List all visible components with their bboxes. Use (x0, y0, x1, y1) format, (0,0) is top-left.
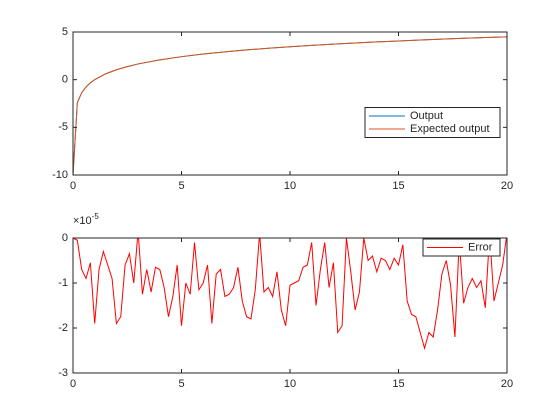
y-tick-label: -5 (58, 121, 68, 133)
axes-box (72, 237, 508, 374)
x-tick-label: 0 (70, 378, 76, 390)
x-tick-label: 20 (501, 180, 513, 192)
x-tick-label: 15 (392, 378, 404, 390)
x-tick-label: 5 (178, 180, 184, 192)
y-exponent: ×10-5 (73, 212, 99, 227)
series-line (73, 238, 507, 351)
plot-area (73, 36, 507, 175)
x-tick-label: 0 (70, 180, 76, 192)
y-tick-label: 5 (62, 26, 68, 38)
axes-background (73, 238, 507, 373)
x-tick-label: 10 (284, 378, 296, 390)
x-tick-label: 15 (392, 180, 404, 192)
legend-label: Error (468, 241, 493, 253)
x-tick-label: 5 (178, 378, 184, 390)
legend-label: Output (410, 110, 443, 122)
y-tick-label: -1 (58, 277, 68, 289)
legend-box (364, 107, 501, 138)
legend-label: Expected output (410, 123, 490, 135)
x-tick-label: 10 (284, 180, 296, 192)
y-tick-label: -2 (58, 322, 68, 334)
y-exponent-base: ×10 (73, 215, 92, 227)
y-tick-label: 0 (62, 74, 68, 86)
y-tick-label: -3 (58, 367, 68, 379)
axes-background (73, 32, 507, 175)
axes-box (72, 31, 508, 176)
y-tick-label: -10 (52, 169, 68, 181)
plot-area (73, 238, 507, 351)
x-tick-label: 20 (501, 378, 513, 390)
y-tick-label: 0 (62, 232, 68, 244)
series-line (73, 36, 507, 175)
y-exponent-power: -5 (92, 212, 100, 221)
